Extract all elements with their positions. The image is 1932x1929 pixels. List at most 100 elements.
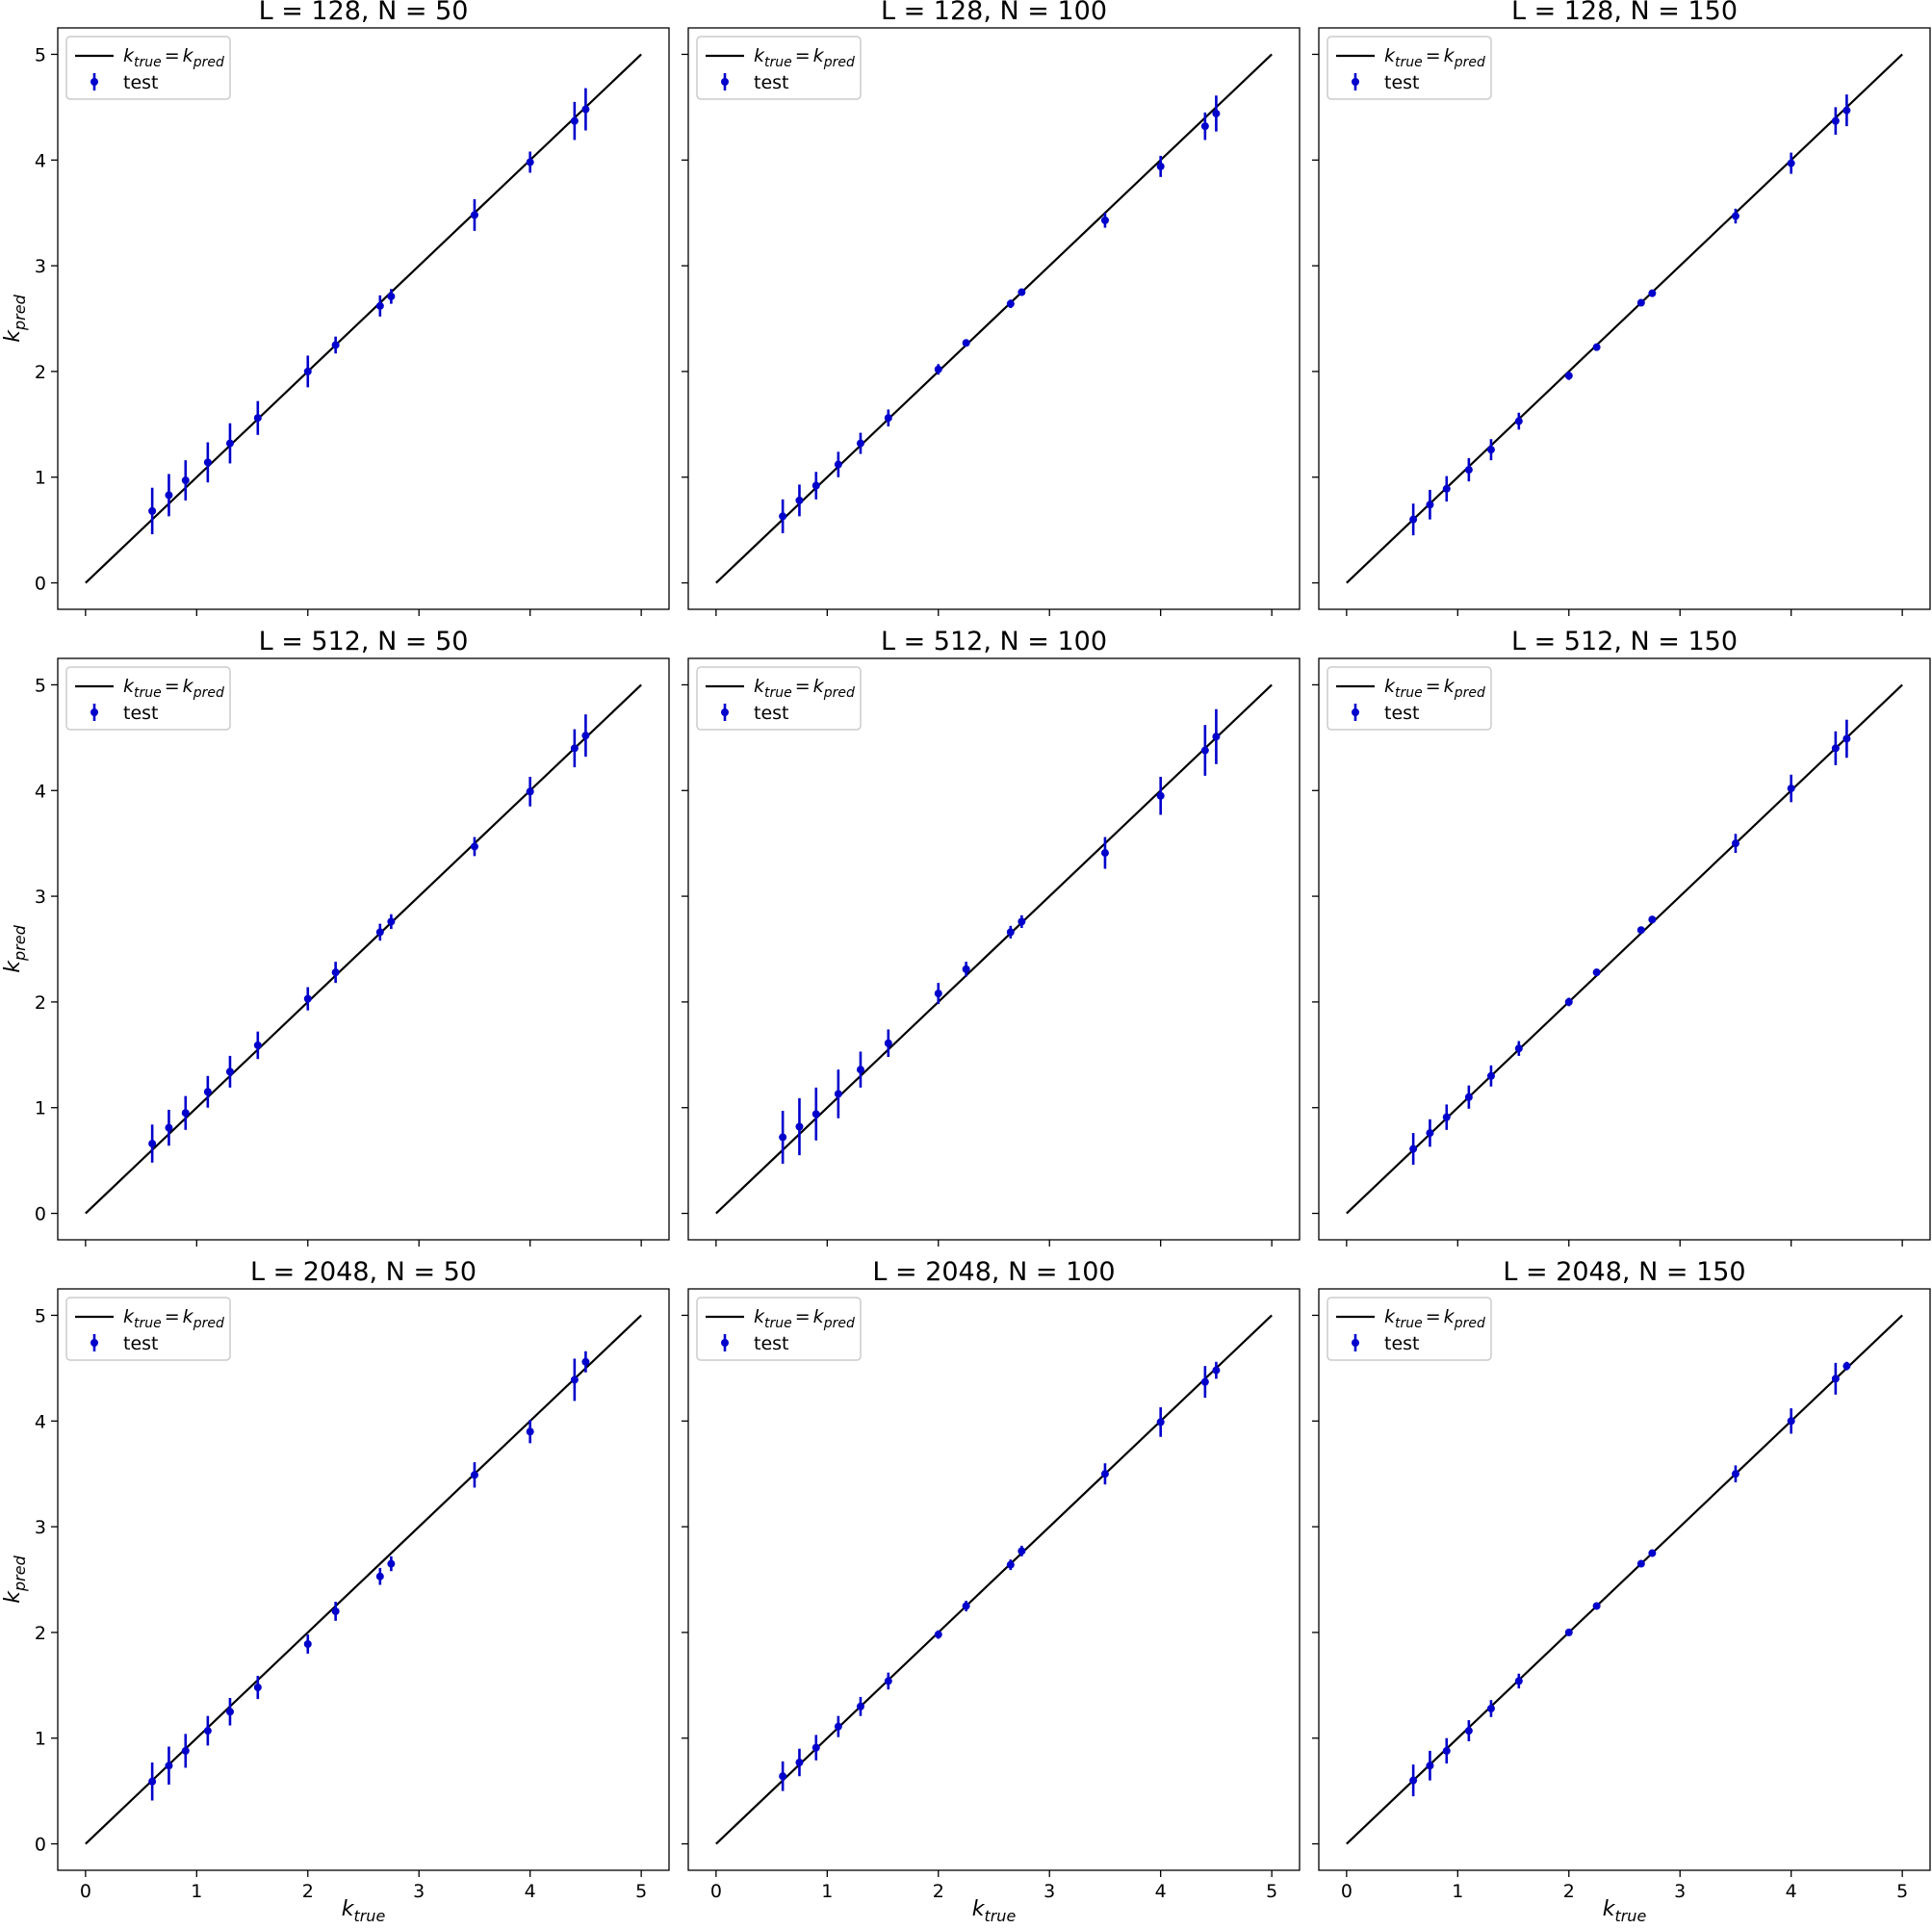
x-tick-label: 1 [191,1881,202,1902]
data-point [253,1041,262,1049]
legend-label-test: test [754,703,789,724]
y-tick-label: 1 [35,468,46,489]
data-point [1018,288,1026,296]
data-point [811,1743,820,1752]
data-point [1842,106,1851,115]
data-point [1100,216,1109,224]
data-point [303,994,312,1003]
data-point [834,1090,842,1098]
data-point [581,1357,590,1366]
axis-label-sub: true [1614,1907,1646,1925]
x-tick-label: 0 [80,1881,91,1902]
data-point [148,1140,157,1148]
data-point [570,116,579,125]
legend-label-line: ktrue = kpred [1384,676,1485,701]
legend-label-test: test [754,72,789,93]
data-point [1156,791,1165,800]
data-point [148,506,157,515]
legend-box [1327,1297,1492,1361]
data-point [303,367,312,375]
legend-text-part: = [1426,1306,1441,1327]
data-point [1731,1470,1739,1479]
data-point [581,732,590,740]
legend-text-part: true [1395,55,1423,70]
data-point [1592,343,1601,351]
data-point [387,1559,396,1568]
x-tick-label: 5 [635,1881,647,1902]
legend-point-swatch [1352,1339,1359,1347]
data-point [1464,1727,1473,1736]
data-point [526,158,534,167]
plot-frame [687,1288,1301,1871]
data-point [581,105,590,114]
data-point [779,512,787,521]
identity-line [715,53,1273,584]
legend-point-swatch [90,78,98,86]
data-point [1018,917,1026,926]
legend-label-line: ktrue = kpred [754,1306,855,1331]
data-point [1409,515,1418,524]
x-tick-label: 5 [1896,1881,1908,1902]
legend-text-part: pred [823,685,855,701]
legend-text-part: = [795,1306,811,1327]
data-point [834,460,842,469]
x-axis-label: ktrue [1603,1897,1647,1925]
data-point [470,842,478,851]
legend-box [65,36,231,100]
data-point [795,496,804,504]
x-axis-label: ktrue [972,1897,1017,1925]
data-point [470,1471,478,1479]
y-tick-label: 3 [35,1517,46,1538]
data-point [1018,1547,1026,1556]
legend-label-line: ktrue = kpred [123,45,224,70]
data-point [181,1746,190,1755]
data-point [470,211,478,219]
data-point [165,1123,173,1132]
identity-line [1346,1314,1903,1845]
x-tick-label: 0 [710,1881,722,1902]
legend-label-line: ktrue = kpred [754,676,855,701]
data-point [165,1762,173,1770]
data-point [934,365,942,373]
identity-line [85,683,642,1215]
plot-frame [1318,1288,1931,1871]
y-tick-label: 2 [35,992,46,1014]
data-point [1100,849,1109,858]
data-point [331,1607,340,1615]
legend-point-swatch [721,1339,729,1347]
data-point [1592,1602,1601,1610]
legend-text-part: k [754,45,765,66]
plot-frame [57,27,670,610]
legend-text-part: k [183,45,194,66]
data-point [1409,1145,1418,1153]
data-point [1787,784,1795,793]
data-point [1006,1560,1015,1569]
legend-text-part: pred [1454,55,1485,70]
data-point [1409,1776,1418,1785]
data-point [1636,926,1645,935]
x-tick-label: 2 [933,1881,944,1902]
data-point [1787,1417,1795,1426]
axis-label-sub: true [353,1907,385,1925]
data-point [1831,744,1840,753]
plot-frame [687,27,1301,610]
data-point [779,1133,787,1142]
axis-label-main: k [1,960,25,973]
data-point [1592,968,1601,977]
legend-text-part: true [134,1316,162,1331]
legend-box [696,666,862,731]
data-point [795,1758,804,1766]
legend-label-line: ktrue = kpred [123,676,224,701]
data-point [1564,372,1573,380]
data-point [1212,733,1221,741]
legend-box [65,666,231,731]
y-tick-label: 4 [35,1411,46,1432]
legend-text-part: pred [1454,1316,1485,1331]
legend-text-part: true [764,685,792,701]
axis-label-sub: pred [11,924,29,962]
